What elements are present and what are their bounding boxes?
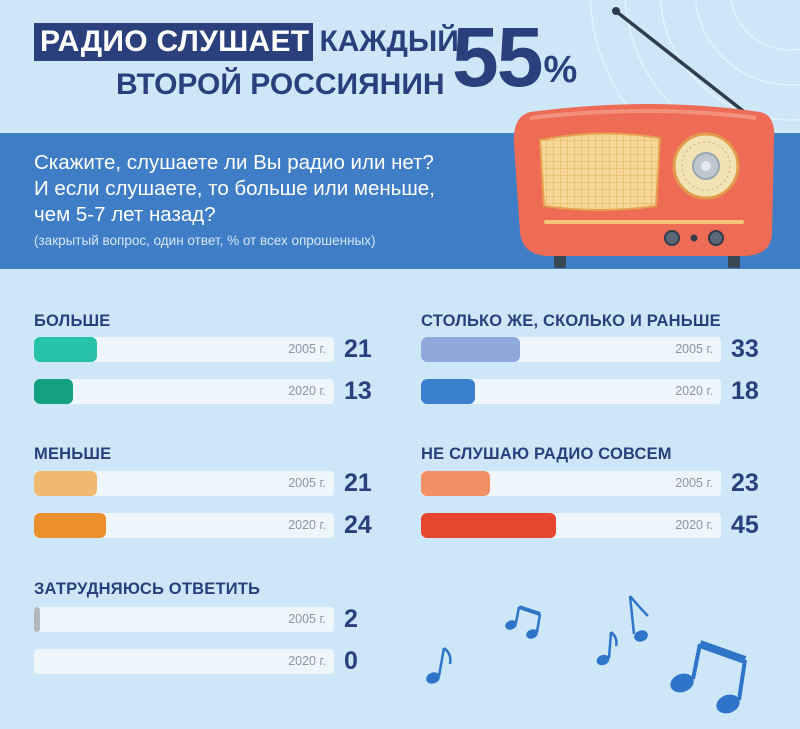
bar-fill [34,379,73,404]
bar-track: 2005 г. [34,607,334,632]
music-note-icon [628,595,649,642]
bar-track: 2020 г. [34,649,334,674]
bar-row: 2005 г. 2 [34,603,374,637]
music-note-icon [670,640,747,714]
bar-row: 2005 г. 23 [421,467,761,501]
bar-fill [421,337,520,362]
group-title: МЕНЬШЕ [34,445,112,463]
music-note-icon [426,647,452,684]
question-note: (закрытый вопрос, один ответ, % от всех … [34,233,376,248]
bar-year-label: 2020 г. [675,518,713,532]
bar-row: 2020 г. 45 [421,509,761,543]
bar-year-label: 2020 г. [675,384,713,398]
bar-year-label: 2020 г. [288,518,326,532]
bar-fill [34,513,106,538]
bar-track: 2020 г. [421,379,721,404]
bar-track: 2020 г. [421,513,721,538]
bar-value-label: 13 [344,377,372,405]
bar-value-label: 21 [344,335,372,363]
antenna-tip [612,7,620,15]
group-title: ЗАТРУДНЯЮСЬ ОТВЕТИТЬ [34,580,261,598]
radio-button [690,234,698,242]
headline-highlight: РАДИО СЛУШАЕТ [34,23,314,61]
bar-row: 2020 г. 13 [34,375,374,409]
music-notes-decoration [426,595,747,714]
group-title: НЕ СЛУШАЮ РАДИО СОВСЕМ [421,445,672,463]
bar-row: 2005 г. 21 [34,333,374,367]
question-line: И если слушаете, то больше или меньше, [34,177,435,200]
bar-track: 2005 г. [421,471,721,496]
bar-value-label: 33 [731,335,759,363]
bar-value-label: 45 [731,511,759,539]
music-note-icon [505,605,542,639]
radio-body-highlight [529,109,757,120]
bar-year-label: 2005 г. [675,342,713,356]
music-note-icon [596,631,618,666]
bar-year-label: 2020 г. [288,654,326,668]
bar-value-label: 0 [344,647,358,675]
radio-knob [708,230,724,246]
bar-year-label: 2005 г. [675,476,713,490]
antenna [615,10,754,120]
bar-track: 2005 г. [421,337,721,362]
bar-row: 2005 г. 33 [421,333,761,367]
bar-fill [421,513,556,538]
bar-year-label: 2005 г. [288,342,326,356]
bar-track: 2005 г. [34,337,334,362]
bar-fill [34,607,40,632]
bar-year-label: 2005 г. [288,612,326,626]
radio-trim [544,220,744,224]
bar-track: 2020 г. [34,513,334,538]
headline-rest: КАЖДЫЙ [319,25,459,58]
big-percentage: 55% [452,12,577,102]
question-line: чем 5-7 лет назад? [34,203,216,226]
bar-value-label: 21 [344,469,372,497]
group-title: БОЛЬШЕ [34,312,111,330]
bar-year-label: 2020 г. [288,384,326,398]
bar-track: 2020 г. [34,379,334,404]
bar-row: 2020 г. 24 [34,509,374,543]
headline: РАДИО СЛУШАЕТ КАЖДЫЙ ВТОРОЙ РОССИЯНИН [34,22,459,101]
bar-fill [34,337,97,362]
bar-value-label: 24 [344,511,372,539]
question-line: Скажите, слушаете ли Вы радио или нет? [34,151,434,174]
bar-fill [421,379,475,404]
bar-fill [34,471,97,496]
bar-value-label: 23 [731,469,759,497]
radio-knob [664,230,680,246]
bar-year-label: 2005 г. [288,476,326,490]
bar-row: 2005 г. 21 [34,467,374,501]
group-title: СТОЛЬКО ЖЕ, СКОЛЬКО И РАНЬШЕ [421,312,721,330]
bar-row: 2020 г. 0 [34,645,374,679]
big-percentage-number: 55 [452,10,543,104]
bar-row: 2020 г. 18 [421,375,761,409]
speaker-grill [538,132,662,211]
bar-value-label: 2 [344,605,358,633]
bar-value-label: 18 [731,377,759,405]
headline-line2: ВТОРОЙ РОССИЯНИН [116,68,445,101]
bar-track: 2005 г. [34,471,334,496]
survey-question: Скажите, слушаете ли Вы радио или нет? И… [34,150,435,228]
big-percentage-sign: % [543,49,578,91]
radio-illustration [513,7,775,268]
bar-fill [421,471,490,496]
